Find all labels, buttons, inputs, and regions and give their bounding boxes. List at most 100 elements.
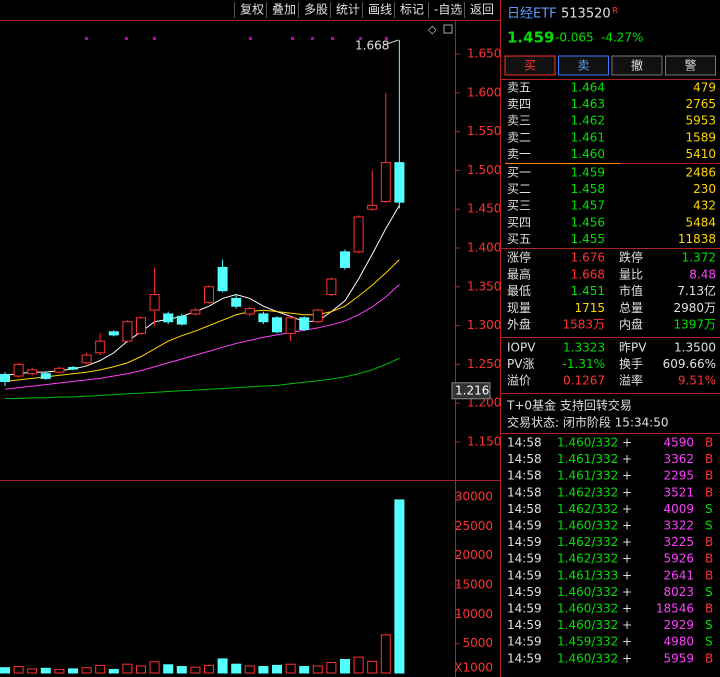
y-tick-label: 1.550 [467, 124, 501, 138]
last-price: 1.459 [507, 29, 554, 47]
level-price: 1.463 [571, 97, 605, 111]
trade-price: 1.460/332 [557, 618, 618, 632]
volume-bar [367, 660, 378, 674]
security-name: 日经ETF [507, 7, 557, 22]
volume-bar [27, 668, 38, 674]
trade-button-frame[interactable] [665, 55, 716, 76]
candle-body [258, 313, 269, 323]
trade-sign: + [622, 485, 632, 499]
trade-sign: + [622, 568, 632, 582]
y-tick-label: 20000 [455, 548, 493, 562]
moving-average [5, 357, 400, 400]
volume-bar [258, 666, 269, 674]
level-price: 1.460 [571, 147, 605, 161]
toolbar-button[interactable]: 统计 [336, 3, 360, 17]
trade-side: S [705, 585, 713, 599]
trade-price: 1.461/332 [557, 452, 618, 466]
trade-sign: + [622, 585, 632, 599]
trade-button[interactable]: 警 [684, 58, 696, 73]
stat-value: 1.668 [571, 267, 605, 281]
stat-label: 溢价 [507, 374, 531, 388]
volume-bar [122, 663, 133, 674]
volume-bar [244, 665, 255, 674]
stat-label: PV涨 [507, 356, 534, 371]
trade-time: 14:59 [507, 635, 542, 649]
trading-status: 交易状态: 闭市阶段 15:34:50 [507, 415, 669, 430]
y-tick-label: 1.250 [467, 357, 501, 371]
toolbar-button[interactable]: 标记 [400, 3, 424, 17]
toolbar-button[interactable]: 画线 [368, 3, 392, 17]
trade-side: B [705, 552, 713, 566]
candle-body [95, 340, 106, 354]
level-label: 买二 [507, 182, 531, 196]
trade-button[interactable]: 撤 [631, 58, 643, 73]
y-tick-label: 25000 [455, 519, 493, 533]
level-label: 买四 [507, 215, 531, 229]
trade-time: 14:59 [507, 618, 542, 632]
trade-button-frame[interactable] [611, 55, 663, 76]
stat-value: 2980万 [673, 301, 716, 315]
candle-body [380, 162, 391, 202]
window-icon[interactable] [443, 24, 453, 34]
candle-body [163, 313, 174, 323]
stat-value: 1.3323 [563, 341, 605, 355]
trade-price: 1.460/332 [557, 602, 618, 616]
stat-value: 1.676 [571, 251, 605, 265]
volume-bar [190, 666, 201, 674]
volume-bar [95, 664, 106, 674]
level-price: 1.455 [571, 232, 605, 246]
level-price: 1.459 [571, 166, 605, 180]
moving-average [4, 284, 400, 390]
trade-time: 14:58 [507, 452, 542, 466]
toolbar-button[interactable]: 复权 [240, 3, 264, 17]
cursor-label: 1.216 [455, 383, 489, 397]
y-tick-label: 1.350 [467, 279, 501, 293]
level-volume: 11838 [678, 232, 716, 246]
toolbar-button[interactable]: 多股 [304, 3, 328, 17]
candle-body [122, 321, 133, 342]
trade-side: S [705, 502, 713, 516]
diamond-icon[interactable]: ◇ [428, 23, 437, 36]
security-flag: R [612, 7, 618, 17]
stat-label: 内盘 [619, 317, 643, 332]
candle-body [190, 309, 201, 315]
cursor-box [451, 382, 491, 400]
trade-price: 1.462/332 [557, 535, 618, 549]
trade-button[interactable]: 买 [524, 59, 536, 73]
annotation-arrow [383, 39, 399, 46]
trade-side: S [705, 519, 713, 533]
stat-value: 1.451 [571, 284, 605, 298]
trade-button-frame[interactable] [504, 55, 556, 76]
level-volume: 2765 [685, 97, 716, 111]
trade-button[interactable]: 卖 [577, 59, 589, 73]
volume-bar [394, 499, 405, 674]
stat-label: 市值 [619, 283, 643, 298]
candle-body [244, 308, 255, 315]
candle-body [13, 363, 24, 377]
toolbar-button[interactable]: 叠加 [272, 3, 296, 17]
high-annotation: 1.668 [355, 39, 389, 53]
volume-bar [340, 659, 350, 674]
stat-label: 量比 [619, 267, 643, 281]
trade-price: 1.462/332 [557, 485, 618, 499]
trade-volume: 2295 [663, 469, 694, 483]
moving-average [4, 259, 400, 382]
security-code: 513520 [561, 7, 611, 22]
trade-price: 1.460/332 [557, 651, 618, 665]
candle-body [312, 309, 323, 323]
trade-volume: 4590 [663, 436, 694, 450]
toolbar-button[interactable]: 返回 [470, 3, 494, 17]
stat-value: 1.372 [682, 251, 716, 265]
trade-time: 14:59 [507, 535, 542, 549]
volume-bar [217, 658, 228, 674]
candle-body [27, 369, 38, 375]
trade-price: 1.462/332 [557, 502, 618, 516]
trade-button-frame[interactable] [558, 55, 609, 76]
candle-body [204, 286, 214, 303]
trade-side: B [705, 602, 713, 616]
level-price: 1.456 [571, 215, 605, 229]
toolbar-button[interactable]: -自选 [434, 3, 462, 17]
level-volume: 230 [693, 182, 716, 196]
trade-sign: + [622, 452, 632, 466]
trade-volume: 3362 [663, 452, 694, 466]
